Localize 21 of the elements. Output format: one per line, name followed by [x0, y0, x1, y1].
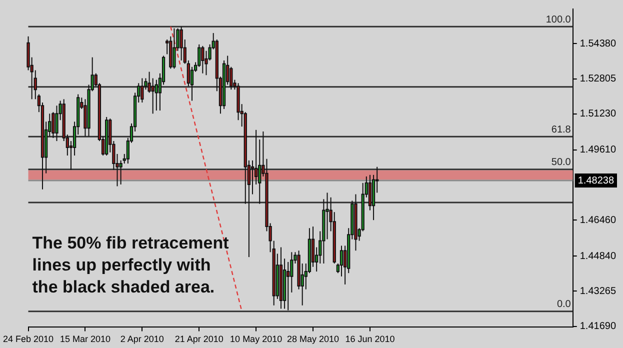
x-tick-label: 10 May 2010 — [230, 334, 282, 344]
y-tick-label: 1.49610 — [580, 144, 616, 156]
annotation: 61.8 — [551, 124, 572, 136]
y-tick-label: 1.52805 — [580, 74, 616, 85]
y-tick-label: 1.41690 — [580, 321, 616, 332]
y-tick-label: 1.46460 — [580, 214, 616, 226]
ref-line-label: 1.48238 — [578, 175, 614, 186]
y-tick-label: 1.44840 — [580, 250, 616, 262]
x-tick-label: 28 May 2010 — [286, 334, 340, 344]
x-tick-label: 15 Mar 2010 — [60, 334, 110, 344]
y-tick-label: 1.54380 — [580, 38, 616, 50]
annotation: 0.0 — [556, 299, 572, 310]
y-tick-label: 1.43265 — [580, 286, 616, 297]
x-tick-label: 21 Apr 2010 — [174, 334, 224, 344]
y-tick-label: 1.51230 — [580, 108, 616, 120]
x-tick-label: 2 Apr 2010 — [120, 334, 164, 344]
x-tick-label: 16 Jun 2010 — [345, 334, 395, 344]
annotation: The 50% fib retracement lines up perfectly with the black shaded area. — [32, 233, 230, 296]
x-tick-label: 24 Feb 2010 — [2, 334, 54, 344]
annotation: 50.0 — [551, 157, 572, 168]
annotation: 100.0 — [546, 14, 572, 26]
